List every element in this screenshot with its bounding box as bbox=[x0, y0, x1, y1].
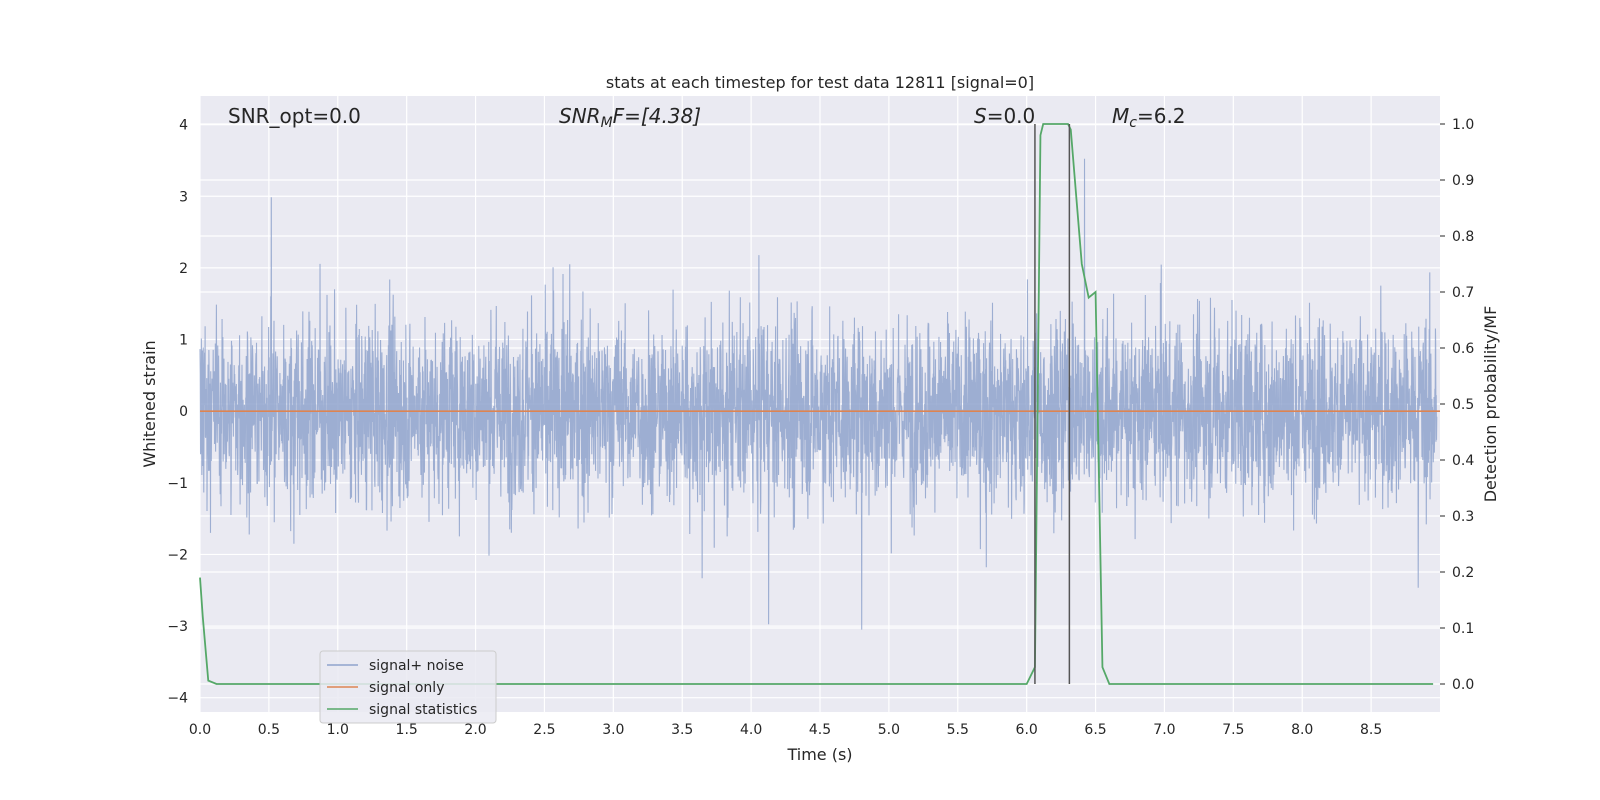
annotation-mc: Mc=6.2 bbox=[1112, 104, 1186, 131]
x-tick-label: 8.5 bbox=[1360, 722, 1382, 738]
y-tick-label: −1 bbox=[167, 476, 188, 492]
series-layer bbox=[199, 123, 1440, 685]
series-signal-statistics bbox=[199, 123, 1434, 685]
x-axis-label: Time (s) bbox=[786, 745, 852, 764]
y-right-tick-label: 0.4 bbox=[1452, 453, 1474, 469]
legend: signal+ noise signal only signal statist… bbox=[319, 650, 497, 724]
y-right-tick-label: 0.2 bbox=[1452, 565, 1474, 581]
y-right-tick-label: 0.9 bbox=[1452, 173, 1474, 189]
annotation-snr-mf-subscript: M bbox=[601, 115, 613, 131]
legend-label-signal-noise: signal+ noise bbox=[369, 658, 464, 674]
x-tick-label: 1.0 bbox=[327, 722, 349, 738]
y-tick-label: 3 bbox=[179, 189, 188, 205]
legend-box bbox=[319, 650, 497, 724]
x-tick-label: 3.0 bbox=[602, 722, 624, 738]
x-tick-label: 1.5 bbox=[396, 722, 418, 738]
x-tick-label: 0.5 bbox=[258, 722, 280, 738]
y-right-tick-label: 0.7 bbox=[1452, 285, 1474, 301]
x-ticks: 0.0 0.5 1.0 1.5 2.0 2.5 3.0 3.5 4.0 4.5 5.0 5.5 6.0 6… bbox=[189, 722, 1382, 738]
annotation-snr-mf-value: F=[4.38] bbox=[613, 104, 701, 128]
x-tick-label: 6.5 bbox=[1084, 722, 1106, 738]
y-right-tick-label: 0.6 bbox=[1452, 341, 1474, 357]
x-tick-label: 6.0 bbox=[1016, 722, 1038, 738]
y-axis-label-right: Detection probability/MF bbox=[1481, 306, 1500, 503]
x-tick-label: 2.5 bbox=[533, 722, 555, 738]
y-tick-label: 2 bbox=[179, 261, 188, 277]
y-tick-label: 0 bbox=[179, 404, 188, 420]
annotation-snr-opt: SNR_opt=0.0 bbox=[228, 104, 361, 128]
chart-title: stats at each timestep for test data 128… bbox=[606, 73, 1034, 92]
annotation-mc-subscript: c bbox=[1129, 115, 1137, 131]
x-tick-label: 7.5 bbox=[1222, 722, 1244, 738]
y-right-tick-label: 0.1 bbox=[1452, 621, 1474, 637]
y-right-tick-label: 0.3 bbox=[1452, 509, 1474, 525]
x-tick-label: 3.5 bbox=[671, 722, 693, 738]
y-ticks-left: 4 3 2 1 0 −1 −2 −3 −4 bbox=[167, 118, 188, 707]
y-ticks-right: 1.0 0.9 0.8 0.7 0.6 0.5 0.4 0.3 0.2 0.1 0.0 bbox=[1440, 117, 1474, 693]
x-tick-label: 2.0 bbox=[464, 722, 486, 738]
annotation-mc-value: =6.2 bbox=[1137, 104, 1186, 128]
y-right-tick-label: 0.0 bbox=[1452, 677, 1474, 693]
annotation-snr-mf-main: SNR bbox=[559, 104, 601, 128]
y-tick-label: −4 bbox=[167, 691, 188, 707]
x-tick-label: 0.0 bbox=[189, 722, 211, 738]
annotation-s-value: =0.0 bbox=[987, 104, 1036, 128]
x-tick-label: 7.0 bbox=[1153, 722, 1175, 738]
annotation-s-symbol: S bbox=[974, 104, 987, 128]
annotation-snr-mf: SNRMF=[4.38] bbox=[559, 104, 701, 131]
y-tick-label: 4 bbox=[179, 118, 188, 134]
y-right-tick-label: 0.5 bbox=[1452, 397, 1474, 413]
y-tick-label: −2 bbox=[167, 547, 188, 563]
y-tick-label: −3 bbox=[167, 619, 188, 635]
y-right-tick-label: 1.0 bbox=[1452, 117, 1474, 133]
legend-label-signal-only: signal only bbox=[369, 680, 444, 696]
y-right-tick-label: 0.8 bbox=[1452, 229, 1474, 245]
y-axis-label-left: Whitened strain bbox=[140, 340, 159, 467]
x-tick-label: 5.0 bbox=[878, 722, 900, 738]
x-tick-label: 4.0 bbox=[740, 722, 762, 738]
x-tick-label: 5.5 bbox=[947, 722, 969, 738]
legend-label-signal-statistics: signal statistics bbox=[369, 702, 477, 718]
vlines bbox=[1034, 124, 1071, 684]
annotation-s: S=0.0 bbox=[974, 104, 1035, 128]
y-tick-label: 1 bbox=[179, 333, 188, 349]
annotation-mc-symbol: M bbox=[1112, 104, 1129, 128]
x-tick-label: 8.0 bbox=[1291, 722, 1313, 738]
x-tick-label: 4.5 bbox=[809, 722, 831, 738]
